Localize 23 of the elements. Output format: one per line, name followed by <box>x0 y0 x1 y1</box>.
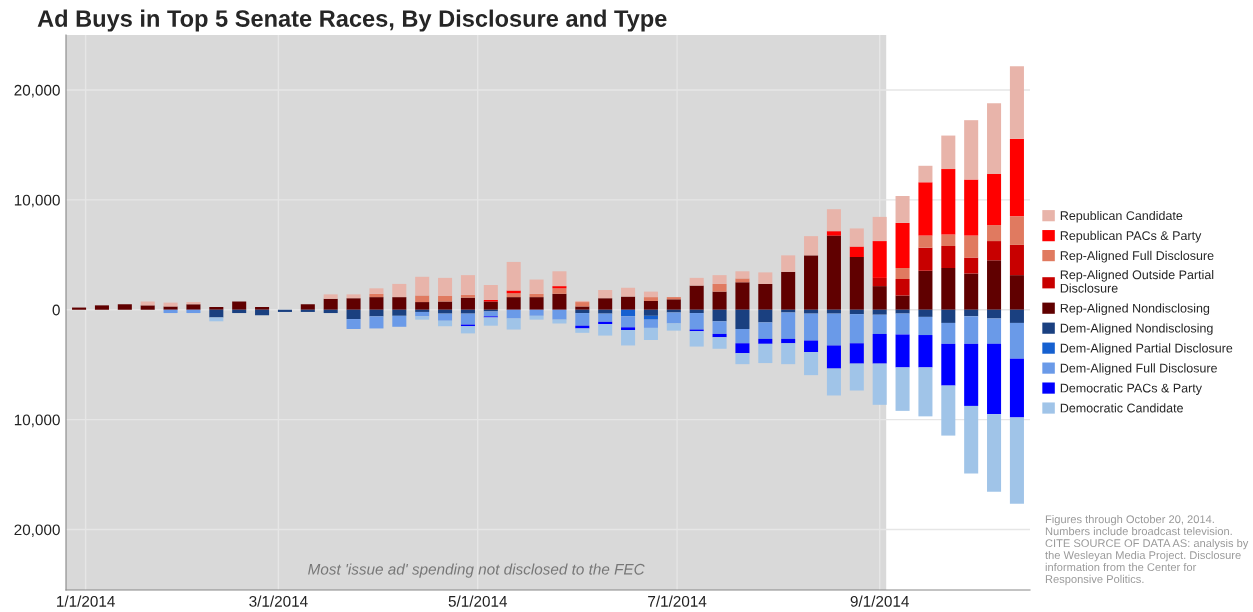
chart-title: Ad Buys in Top 5 Senate Races, By Disclosure and Type <box>37 9 667 32</box>
x-tick-label: 9/1/2014 <box>850 595 909 607</box>
y-tick-label: 20,000 <box>14 84 60 98</box>
legend-label: Republican PACs & Party <box>1060 230 1202 243</box>
legend-label: Rep-Aligned Outside Partial Disclosure <box>1060 269 1214 293</box>
legend-label: Dem-Aligned Full Disclosure <box>1060 363 1217 375</box>
y-tick-label: 10,000 <box>14 194 60 208</box>
y-tick-label: 20,000 <box>14 524 60 538</box>
text: Figures through October 20, 2014. Numbers include broadcast television. CITE SOURCE OF DATA AS: analysis by the Wesleyan Media Project. Disclosure information from the Center for Responsive Politics. <box>1045 515 1249 586</box>
legend-label: Republican Candidate <box>1060 210 1183 223</box>
x-tick-label: 3/1/2014 <box>249 595 308 607</box>
x-tick-label: 1/1/2014 <box>57 595 115 607</box>
legend-label: Dem-Aligned Nondisclosing <box>1060 323 1213 336</box>
legend-label: Democratic Candidate <box>1060 403 1183 413</box>
x-tick-label: 7/1/2014 <box>648 595 707 607</box>
band-label: Most 'issue ad' spending not disclosed to the FEC <box>308 563 645 578</box>
y-tick-label: 0 <box>52 304 60 316</box>
legend-label: Democratic PACs & Party <box>1060 383 1202 395</box>
legend-label: Dem-Aligned Partial Disclosure <box>1060 343 1233 356</box>
y-tick-label: 10,000 <box>14 414 60 428</box>
x-tick-label: 5/1/2014 <box>448 595 508 607</box>
legend-label: Rep-Aligned Nondisclosing <box>1060 303 1210 316</box>
legend-label: Rep-Aligned Full Disclosure <box>1060 250 1214 263</box>
